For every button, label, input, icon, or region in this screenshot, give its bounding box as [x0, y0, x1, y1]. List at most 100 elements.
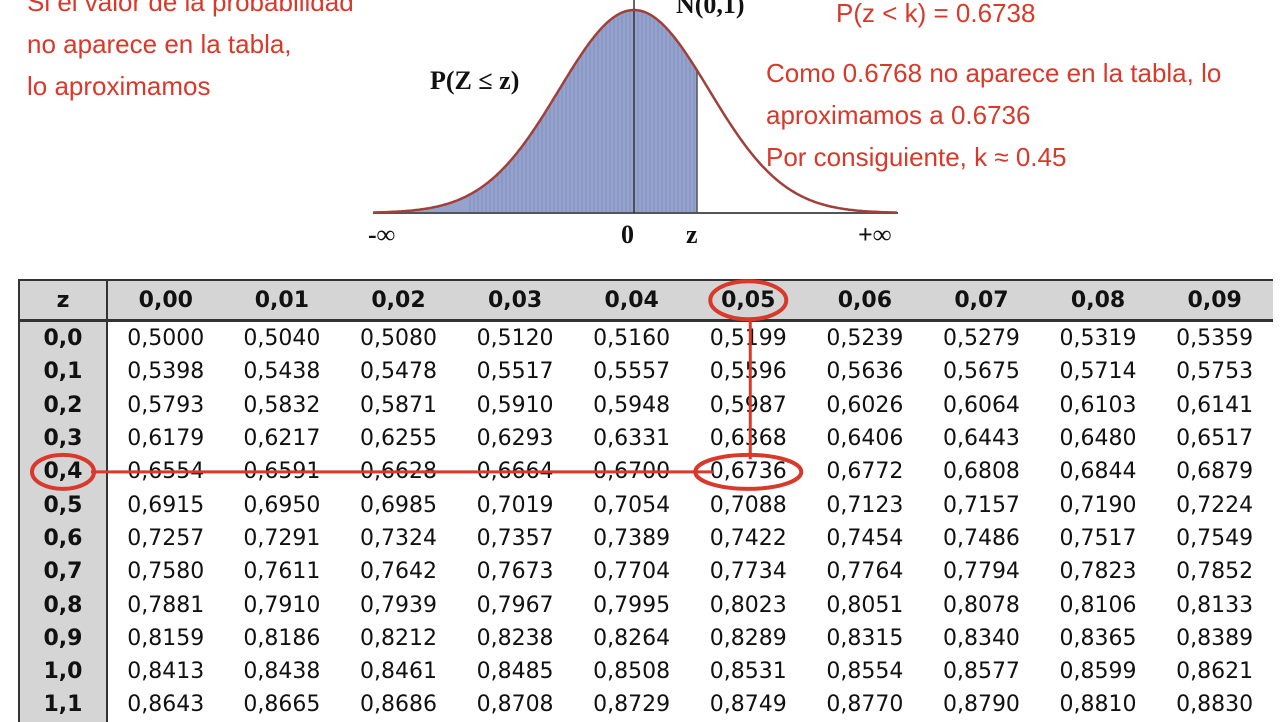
- table-cell: 0,8790: [942, 692, 1020, 718]
- table-cell: 0,6443: [942, 426, 1020, 452]
- table-cell: 0,6064: [942, 392, 1020, 418]
- table-cell: 0,8315: [826, 625, 904, 651]
- density-curve: [373, 8, 898, 214]
- row-header: 0,5: [18, 488, 108, 522]
- left-annotation-line: no aparece en la tabla,: [27, 29, 292, 59]
- table-cell: 0,8212: [359, 625, 437, 651]
- table-cell: 0,6103: [1059, 392, 1137, 418]
- table-cell: 0,5319: [1059, 326, 1137, 352]
- row-header: 0,7: [18, 555, 108, 589]
- table-cell: 0,8708: [476, 692, 554, 718]
- table-cell: 0,5160: [593, 326, 671, 352]
- table-cell: 0,7324: [359, 525, 437, 551]
- table-cell: 0,7939: [359, 592, 437, 618]
- table-cell: 0,8665: [243, 692, 321, 718]
- right-annotation-line: Como 0.6768 no aparece en la tabla, lo: [766, 58, 1222, 88]
- table-cell: 0,7967: [476, 592, 554, 618]
- table-cell: 0,6480: [1059, 426, 1137, 452]
- table-cell: 0,8186: [243, 625, 321, 651]
- table-row: 0,2 0,5793 0,5832 0,5871 0,5910 0,5948 0,5987 0…: [18, 388, 1273, 422]
- column-header: 0,09: [1156, 279, 1273, 322]
- table-header-row: z 0,00 0,01 0,02 0,03 0,04 0,05 0,06 0,07 0,08 0,0…: [18, 279, 1273, 322]
- table-cell: 0,6368: [709, 426, 787, 452]
- table-cell: 0,5040: [243, 326, 321, 352]
- table-cell: 0,7517: [1059, 525, 1137, 551]
- table-cell: 0,8554: [826, 659, 904, 685]
- table-cell: 0,8485: [476, 659, 554, 685]
- left-annotation-line: lo aproximamos: [27, 71, 211, 101]
- table-cell: 0,5120: [476, 326, 554, 352]
- table-cell: 0,5987: [709, 392, 787, 418]
- table-cell: 0,5359: [1176, 326, 1254, 352]
- table-cell: 0,6879: [1176, 459, 1254, 485]
- table-cell: 0,8531: [709, 659, 787, 685]
- neg-infinity-label: -∞: [368, 220, 396, 249]
- table-cell: 0,8159: [127, 625, 205, 651]
- right-annotation: Como 0.6768 no aparece en la tabla, lo a…: [766, 52, 1221, 178]
- table-cell: 0,5438: [243, 359, 321, 385]
- row-header: 1,1: [18, 688, 108, 722]
- table-cell: 0,5279: [942, 326, 1020, 352]
- table-row: 0,9 0,8159 0,8186 0,8212 0,8238 0,8264 0,8289 0…: [18, 621, 1273, 655]
- column-header: 0,03: [456, 279, 574, 322]
- table-cell: 0,7852: [1176, 559, 1254, 585]
- table-cell: 0,7190: [1059, 492, 1137, 518]
- table-cell: 0,5199: [709, 326, 787, 352]
- table-row: 0,7 0,7580 0,7611 0,7642 0,7673 0,7704 0,7734 0…: [18, 555, 1273, 589]
- table-cell: 0,8413: [127, 659, 205, 685]
- table-cell: 0,8830: [1176, 692, 1254, 718]
- table-cell: 0,8770: [826, 692, 904, 718]
- table-row: 0,3 0,6179 0,6217 0,6255 0,6293 0,6331 0,6368 0…: [18, 421, 1273, 456]
- table-row: 0,1 0,5398 0,5438 0,5478 0,5517 0,5557 0,5596 0…: [18, 355, 1273, 389]
- column-header: 0,06: [806, 279, 924, 322]
- table-cell: 0,8621: [1176, 659, 1254, 685]
- table-cell: 0,7454: [826, 525, 904, 551]
- table-cell: 0,5675: [942, 359, 1020, 385]
- table-cell: 0,7611: [243, 559, 321, 585]
- table-cell: 0,6591: [243, 459, 321, 485]
- probability-label: P(Z ≤ z): [430, 66, 520, 95]
- table-cell: 0,7642: [359, 559, 437, 585]
- table-cell: 0,8508: [593, 659, 671, 685]
- table-cell: 0,7257: [127, 525, 205, 551]
- column-header: 0,04: [573, 279, 690, 322]
- table-row: 1,1 0,8643 0,8665 0,8686 0,8708 0,8729 0,8749 0…: [18, 688, 1273, 722]
- table-cell: 0,5948: [593, 392, 671, 418]
- table-cell: 0,7549: [1176, 525, 1254, 551]
- table-cell: 0,7910: [243, 592, 321, 618]
- table-cell: 0,5557: [593, 359, 671, 385]
- table-cell: 0,7734: [709, 559, 787, 585]
- right-annotation-line: aproximamos a 0.6736: [766, 100, 1031, 130]
- table-cell: 0,6331: [593, 426, 671, 452]
- table-cell: 0,6985: [359, 492, 437, 518]
- table-cell: 0,7794: [942, 559, 1020, 585]
- table-cell: 0,5871: [359, 392, 437, 418]
- table-row: 0,8 0,7881 0,7910 0,7939 0,7967 0,7995 0,8023 0…: [18, 588, 1273, 622]
- table-cell: 0,6772: [826, 459, 904, 485]
- table-row: 0,5 0,6915 0,6950 0,6985 0,7019 0,7054 0,7088 0…: [18, 488, 1273, 522]
- table-row: 0,6 0,7257 0,7291 0,7324 0,7357 0,7389 0,7422 0…: [18, 521, 1273, 556]
- table-cell: 0,8051: [826, 592, 904, 618]
- table-cell: 0,5793: [127, 392, 205, 418]
- table-cell: 0,8238: [476, 625, 554, 651]
- z-label: z: [686, 220, 698, 249]
- table-cell: 0,6293: [476, 426, 554, 452]
- column-header: 0,00: [107, 279, 224, 322]
- table-cell: 0,5000: [127, 326, 205, 352]
- column-header: 0,05: [689, 279, 807, 322]
- table-row: 0,4 0,6554 0,6591 0,6628 0,6664 0,6700 0,6736 0…: [18, 455, 1273, 489]
- table-cell: 0,5832: [243, 392, 321, 418]
- normal-curve-figure: [373, 0, 898, 214]
- table-cell: 0,8461: [359, 659, 437, 685]
- table-cell: 0,6736: [709, 459, 787, 485]
- table-cell: 0,8365: [1059, 625, 1137, 651]
- table-row: 0,0 0,5000 0,5040 0,5080 0,5120 0,5160 0,5199 0…: [18, 320, 1273, 356]
- table-cell: 0,6700: [593, 459, 671, 485]
- table-cell: 0,8749: [709, 692, 787, 718]
- column-header: 0,01: [223, 279, 341, 322]
- table-cell: 0,8577: [942, 659, 1020, 685]
- table-cell: 0,6950: [243, 492, 321, 518]
- zero-label: 0: [621, 220, 634, 249]
- table-cell: 0,6179: [127, 426, 205, 452]
- table-cell: 0,5714: [1059, 359, 1137, 385]
